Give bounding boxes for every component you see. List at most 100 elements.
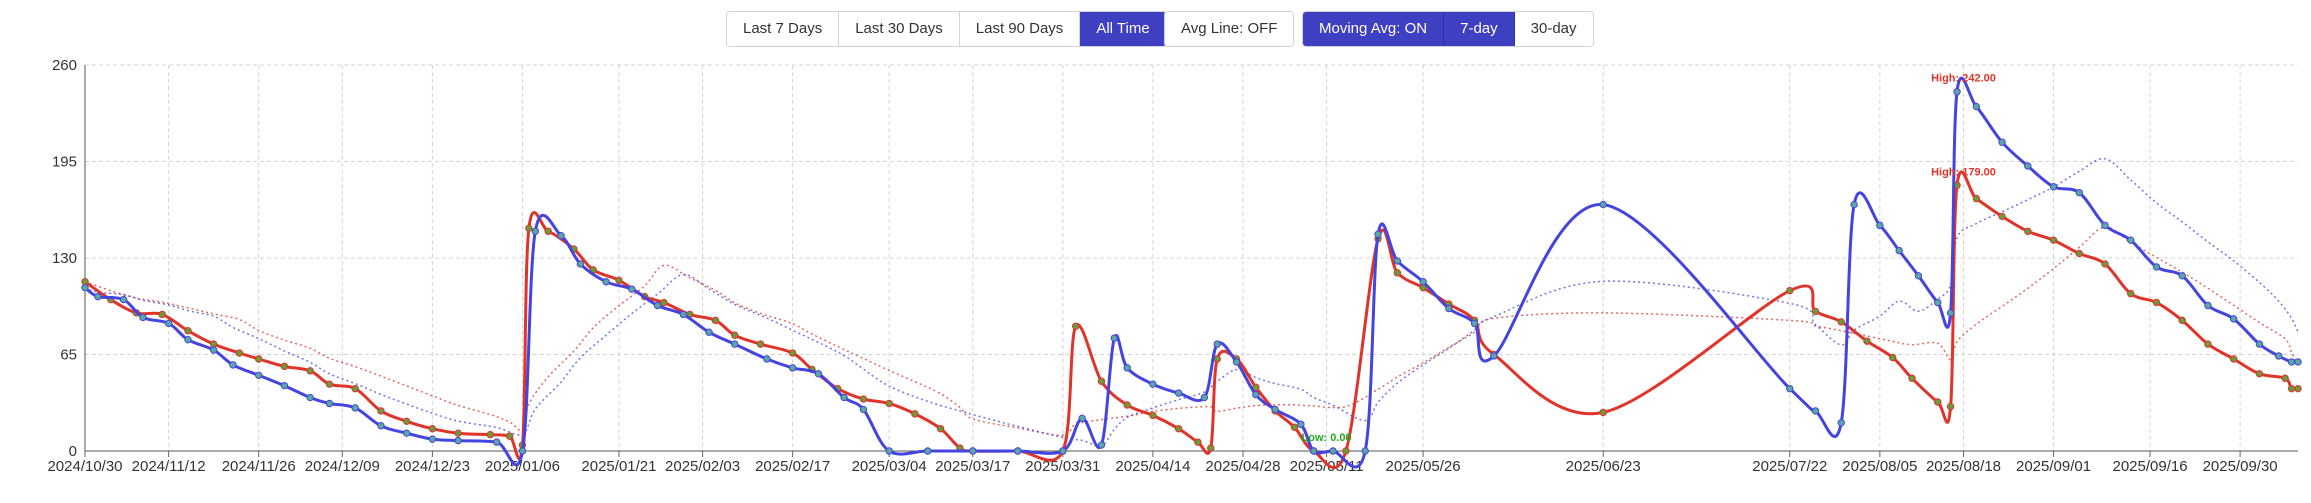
x-tick-label: 2024/12/23 [395, 458, 470, 475]
data-point [628, 285, 636, 293]
y-tick-label: 260 [52, 57, 77, 74]
data-point [2229, 355, 2238, 363]
data-point [454, 436, 462, 445]
data-point [1174, 389, 1183, 397]
x-tick-label: 2025/03/17 [935, 458, 1010, 475]
data-point [660, 298, 668, 307]
data-point [885, 447, 893, 455]
data-point [1271, 405, 1279, 414]
data-point [731, 340, 739, 348]
data-point [2152, 298, 2161, 307]
data-point [1998, 138, 2006, 146]
x-tick-label: 2025/01/06 [485, 458, 560, 475]
data-point [1946, 309, 1955, 317]
data-point [428, 435, 437, 443]
data-point [2178, 316, 2186, 325]
data-point [505, 432, 514, 440]
moving-average-line-2 [84, 157, 2299, 447]
data-point [493, 438, 501, 446]
x-tick-label: 2025/07/22 [1752, 458, 1827, 475]
moving-avg-7-day-button[interactable]: 7-day [1444, 12, 1515, 46]
data-point [1895, 246, 1903, 255]
data-point [1889, 353, 1897, 362]
data-point [1419, 278, 1427, 286]
data-point [602, 278, 610, 286]
data-point [325, 399, 334, 408]
data-point [1110, 334, 1119, 342]
data-point [280, 381, 289, 390]
range-button-90-days[interactable]: Last 90 Days [959, 12, 1081, 46]
data-point [1149, 411, 1157, 420]
data-point [1934, 298, 1942, 307]
data-point [139, 313, 147, 322]
data-point [1194, 438, 1202, 446]
data-point [531, 227, 540, 235]
data-point [1123, 364, 1131, 372]
y-tick-label: 130 [52, 250, 77, 267]
data-point [428, 425, 437, 433]
data-point [1811, 307, 1820, 316]
data-point [1876, 221, 1884, 230]
data-point [2152, 263, 2161, 271]
x-tick-label: 2025/03/04 [852, 458, 927, 475]
avg-line-toggle[interactable]: Avg Line: OFF [1165, 12, 1294, 46]
data-point [351, 404, 359, 412]
x-tick-label: 2024/11/12 [132, 458, 206, 475]
x-tick-label: 2025/09/01 [2016, 458, 2091, 475]
range-button-7-days[interactable]: Last 7 Days [727, 12, 840, 46]
range-button-all-time[interactable]: All Time [1080, 12, 1166, 46]
data-point [2049, 236, 2058, 244]
data-point [576, 260, 585, 268]
data-point [756, 340, 765, 348]
data-point [1914, 272, 1923, 280]
data-point [1837, 419, 1845, 427]
x-tick-label: 2025/09/16 [2112, 458, 2187, 475]
data-point [2024, 227, 2032, 235]
range-button-30-days[interactable]: Last 30 Days [839, 12, 960, 46]
data-point [1470, 319, 1479, 328]
data-point [306, 367, 314, 375]
moving-avg-toggle[interactable]: Moving Avg: ON [1303, 12, 1445, 46]
data-point [885, 399, 893, 408]
x-tick-label: 2024/10/30 [47, 458, 122, 475]
data-point [1342, 447, 1350, 455]
data-point [280, 362, 289, 371]
data-point [377, 407, 385, 415]
moving-avg-30-day-button[interactable]: 30-day [1514, 12, 1593, 46]
data-point [184, 335, 192, 344]
data-point [164, 319, 173, 328]
data-point [2178, 272, 2186, 280]
data-point [94, 292, 102, 301]
data-point [119, 295, 128, 304]
data-point [2281, 374, 2289, 382]
data-point [2101, 260, 2109, 268]
data-point [1232, 358, 1241, 366]
data-point [229, 361, 237, 369]
data-point [859, 405, 868, 414]
data-point [1972, 102, 1981, 111]
data-point [731, 331, 739, 339]
data-point [653, 301, 662, 310]
annotation-label: High: 242.00 [1931, 73, 1996, 85]
x-tick-label: 2024/12/09 [305, 458, 380, 475]
data-point [2127, 289, 2135, 298]
data-point [518, 447, 527, 455]
data-point [2204, 340, 2212, 348]
data-point [2075, 188, 2083, 197]
data-point [1310, 447, 1318, 455]
data-point [351, 384, 359, 393]
y-tick-label: 0 [69, 443, 77, 460]
x-tick-label: 2025/02/03 [665, 458, 740, 475]
data-point [1072, 322, 1080, 330]
data-point [325, 380, 334, 388]
data-point [1811, 407, 1820, 415]
data-point [1329, 447, 1337, 455]
data-point [1361, 447, 1369, 455]
data-point [788, 349, 797, 357]
data-point [2275, 352, 2283, 360]
moving-average-line-1 [84, 226, 2299, 437]
data-point [763, 355, 771, 363]
data-point [1014, 447, 1022, 455]
data-point [1837, 318, 1845, 326]
